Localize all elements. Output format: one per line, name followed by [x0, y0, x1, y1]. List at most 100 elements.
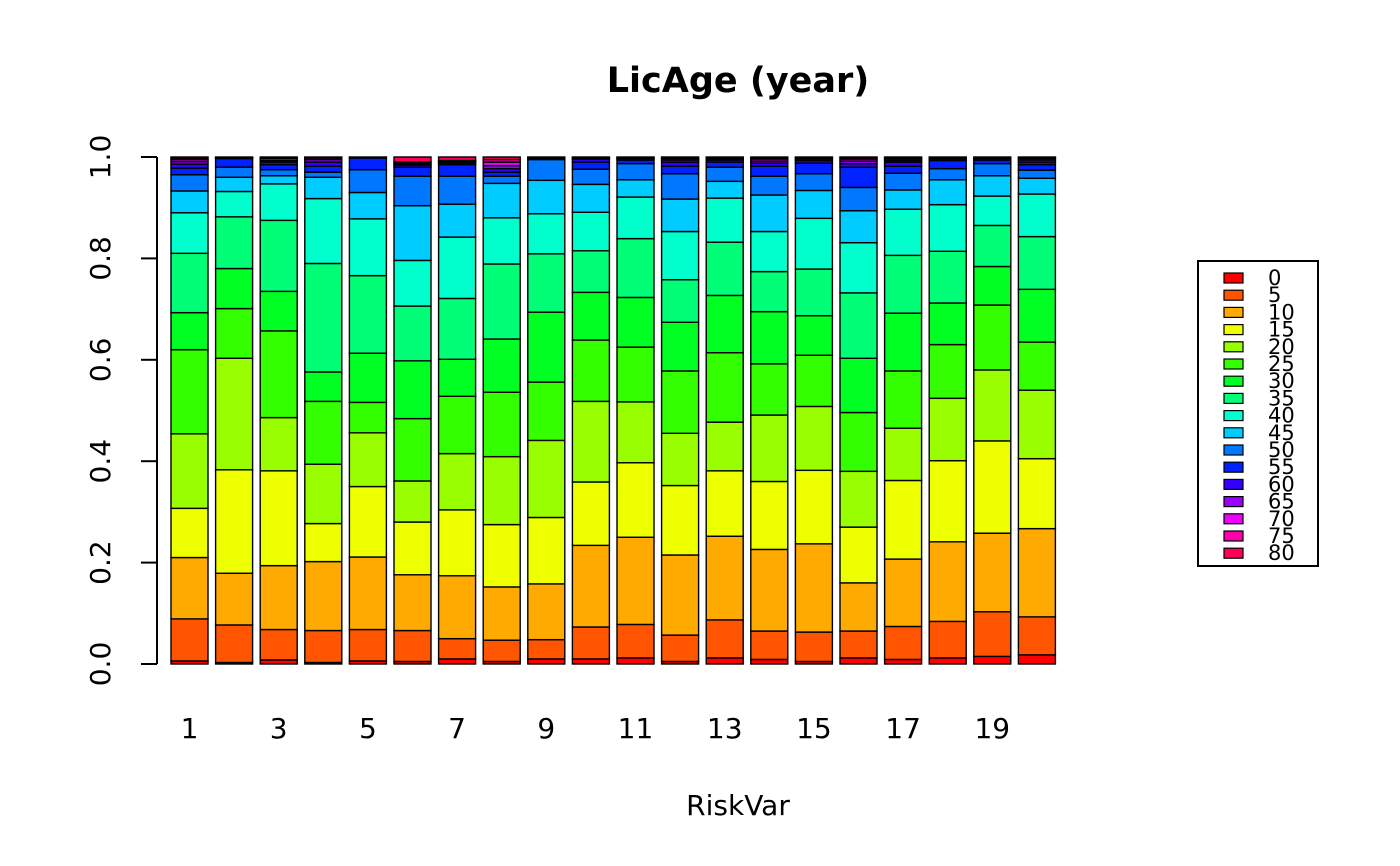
bar-segment: [616, 401, 655, 464]
bar-segment: [616, 623, 655, 659]
bar-segment: [482, 455, 521, 526]
bar-segment: [571, 183, 611, 213]
bar-segment: [259, 219, 298, 293]
bar-segment: [839, 156, 878, 159]
bar-segment: [571, 481, 611, 547]
bar-segment: [928, 159, 967, 170]
bar-segment: [482, 523, 521, 588]
bar-segment: [1017, 389, 1057, 460]
bar-segment: [1017, 169, 1057, 179]
bar-14: [750, 156, 789, 665]
bar-segment: [973, 224, 1012, 268]
bar-segment: [616, 237, 655, 299]
bar-segment: [750, 363, 789, 416]
bar-segment: [527, 213, 566, 255]
bar-segment: [883, 558, 923, 628]
bar-segment: [170, 507, 209, 559]
x-tick-label: 17: [885, 712, 921, 745]
bar-segment: [214, 216, 254, 270]
bar-segment: [839, 186, 878, 212]
legend-label: 0: [1268, 266, 1281, 290]
bar-segment: [259, 416, 298, 472]
bar-segment: [214, 157, 254, 168]
bar-segment: [750, 270, 789, 313]
bar-segment: [750, 194, 789, 233]
bar-segment: [973, 265, 1012, 306]
legend-label: 25: [1268, 352, 1295, 376]
bar-segment: [883, 189, 923, 210]
bar-segment: [437, 658, 477, 665]
bar-segment: [259, 628, 298, 661]
bar-segment: [660, 198, 700, 233]
bar-segment: [928, 250, 967, 304]
bar-segment: [705, 156, 744, 159]
bar-segment: [750, 414, 789, 483]
bar-segment: [571, 291, 611, 341]
bar-segment: [1017, 163, 1057, 171]
bar-segment: [170, 212, 209, 255]
bar-8: [482, 156, 521, 665]
bar-segment: [259, 168, 298, 177]
bar-10: [571, 156, 611, 665]
bar-segment: [839, 470, 878, 528]
bar-segment: [839, 166, 878, 189]
bar-segment: [482, 156, 521, 161]
x-tick-label: 1: [181, 712, 199, 745]
bar-segment: [883, 172, 923, 191]
legend-label: 10: [1268, 300, 1295, 324]
bar-segment: [393, 175, 432, 207]
bar-segment: [170, 156, 209, 159]
legend-swatch: [1223, 410, 1244, 422]
bar-segment: [393, 166, 432, 177]
bar-segment: [348, 485, 388, 558]
bar-segment: [482, 182, 521, 219]
bar-segment: [348, 168, 388, 194]
bar-segment: [928, 179, 967, 206]
legend-swatch: [1223, 496, 1244, 508]
y-tick-label: 0.2: [84, 540, 117, 585]
bar-segment: [750, 548, 789, 632]
bar-segment: [660, 321, 700, 372]
bar-segment: [214, 357, 254, 471]
bar-5: [348, 156, 388, 665]
bar-segment: [214, 469, 254, 574]
bar-segment: [527, 311, 566, 383]
bar-segment: [304, 176, 343, 200]
bar-segment: [839, 657, 878, 665]
y-tick-label: 1.0: [84, 135, 117, 180]
bar-segment: [839, 357, 878, 414]
y-tick-label: 0.6: [84, 338, 117, 383]
bar-segment: [571, 339, 611, 403]
x-tick-label: 13: [707, 712, 743, 745]
bar-segment: [705, 657, 744, 665]
bar-segment: [527, 158, 566, 182]
bar-segment: [1017, 235, 1057, 291]
bar-segment: [839, 582, 878, 632]
bar-segment: [616, 196, 655, 240]
bar-segment: [883, 312, 923, 372]
bar-segment: [259, 163, 298, 171]
bar-segment: [794, 469, 834, 545]
bar-segment: [705, 352, 744, 423]
bar-segment: [259, 175, 298, 185]
y-tick-label: 0.0: [84, 642, 117, 687]
bar-segment: [571, 211, 611, 252]
bar-segment: [393, 629, 432, 663]
bar-segment: [928, 657, 967, 665]
bar-segment: [527, 381, 566, 442]
bar-segment: [348, 157, 388, 171]
bar-segment: [214, 307, 254, 359]
bar-segment: [660, 634, 700, 663]
bar-segment: [304, 262, 343, 373]
bar-segment: [973, 655, 1012, 665]
bar-segment: [883, 370, 923, 429]
bar-segment: [437, 637, 477, 660]
legend-label: 50: [1268, 438, 1295, 462]
bar-segment: [571, 658, 611, 665]
bar-segment: [928, 397, 967, 462]
y-axis: 0.0 0.2 0.4 0.6 0.8 1.0: [84, 135, 158, 687]
bar-segment: [750, 165, 789, 177]
bar-segment: [482, 586, 521, 641]
bar-segment: [973, 532, 1012, 613]
